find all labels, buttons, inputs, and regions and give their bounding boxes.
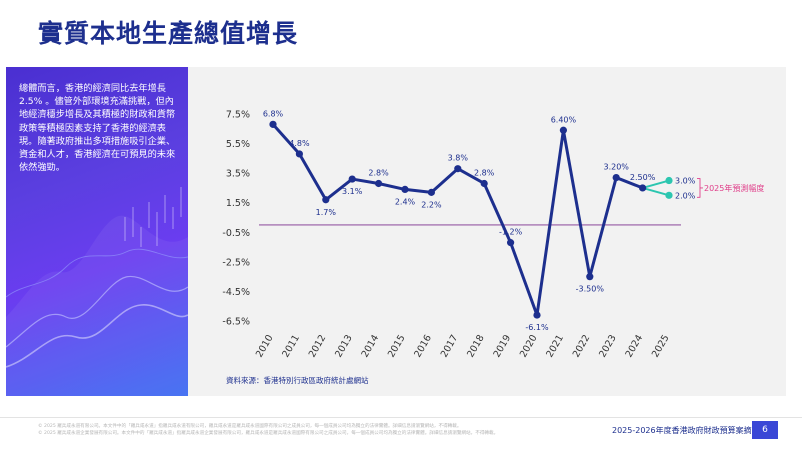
data-point bbox=[295, 150, 303, 158]
footer-divider bbox=[0, 417, 802, 418]
data-label: 2.50% bbox=[630, 173, 656, 182]
x-tick-label: 2012 bbox=[307, 333, 329, 359]
forecast-bracket bbox=[697, 178, 703, 198]
data-label: 3.1% bbox=[342, 187, 363, 196]
data-point bbox=[612, 173, 620, 182]
data-label: 4.8% bbox=[289, 139, 310, 148]
x-tick-label: 2021 bbox=[544, 333, 566, 359]
y-tick-label: -2.5% bbox=[222, 257, 250, 268]
chart-area: 7.5% 5.5% 3.5% 1.5% -0.5% -2.5% -4.5% -6.5% 2010… bbox=[188, 67, 786, 396]
data-point bbox=[586, 273, 594, 281]
data-point bbox=[375, 179, 383, 188]
y-tick-label: -6.5% bbox=[222, 317, 250, 328]
x-tick-label: 2016 bbox=[412, 333, 434, 359]
data-label: -6.1% bbox=[525, 323, 549, 332]
y-tick-label: 5.5% bbox=[226, 139, 250, 150]
data-point bbox=[454, 165, 462, 173]
data-point bbox=[559, 126, 567, 134]
data-label: 2.4% bbox=[395, 197, 416, 206]
forecast-range-label: 2025年預測幅度 bbox=[704, 183, 764, 193]
footer-title: 2025-2026年度香港政府財政預算案摘要 bbox=[612, 426, 760, 435]
forecast-line bbox=[642, 186, 670, 197]
footer-copyright-1: © 2025 羅兵咸永道有限公司。本文件中的「羅兵咸永道」指羅兵咸永道有限公司，… bbox=[38, 424, 462, 429]
page-number: 6 bbox=[752, 421, 778, 439]
x-tick-label: 2018 bbox=[465, 333, 487, 359]
data-label: 6.8% bbox=[263, 109, 284, 118]
forecast-line bbox=[642, 179, 670, 189]
x-tick-label: 2023 bbox=[597, 333, 619, 359]
data-label: 6.40% bbox=[551, 115, 577, 124]
x-tick-label: 2022 bbox=[571, 333, 593, 359]
data-label: 3.20% bbox=[603, 163, 629, 172]
y-tick-label: 7.5% bbox=[226, 110, 250, 121]
summary-panel: 總體而言，香港的經濟同比去年增長2.5% 。儘管外部環境充滿挑戰，但內地經濟穩步… bbox=[6, 67, 188, 396]
forecast-point bbox=[665, 176, 673, 185]
x-tick-label: 2017 bbox=[439, 333, 461, 359]
data-label: 1.7% bbox=[316, 208, 337, 217]
x-tick-label: 2015 bbox=[386, 333, 408, 359]
gdp-growth-chart: 7.5% 5.5% 3.5% 1.5% -0.5% -2.5% -4.5% -6.5% 2010… bbox=[222, 109, 764, 359]
y-tick-label: 1.5% bbox=[226, 198, 250, 209]
data-point bbox=[427, 188, 435, 196]
data-point bbox=[322, 196, 330, 204]
forecast-point bbox=[665, 191, 673, 199]
data-point bbox=[269, 120, 277, 128]
decorative-stock-chart bbox=[6, 187, 188, 396]
data-label: 2.8% bbox=[368, 168, 389, 177]
data-point bbox=[533, 311, 541, 319]
forecast-label: 3.0% bbox=[675, 177, 696, 186]
data-label: -1.2% bbox=[499, 228, 523, 237]
data-label: 2.8% bbox=[474, 168, 495, 177]
footer-copyright-2: © 2025 羅兵咸永道企業發展有限公司。本文件中的「羅兵咸永道」指羅兵咸永道企… bbox=[38, 431, 499, 436]
x-tick-label: 2020 bbox=[518, 333, 540, 359]
data-point bbox=[639, 184, 647, 192]
page-title: 實質本地生產總值增長 bbox=[38, 19, 299, 48]
x-tick-label: 2010 bbox=[254, 333, 276, 359]
data-point bbox=[348, 175, 356, 183]
data-label: 3.8% bbox=[448, 154, 469, 163]
x-tick-label: 2013 bbox=[333, 333, 355, 359]
y-tick-label: 3.5% bbox=[226, 169, 250, 180]
x-tick-label: 2019 bbox=[492, 333, 514, 359]
x-tick-label: 2024 bbox=[624, 333, 646, 359]
y-tick-label: -4.5% bbox=[222, 287, 250, 298]
data-point bbox=[401, 185, 409, 194]
x-tick-label: 2025 bbox=[650, 333, 672, 359]
source-note: 資料來源：香港特別行政區政府統計處網站 bbox=[226, 376, 369, 385]
x-tick-label: 2014 bbox=[360, 333, 382, 359]
data-label: 2.2% bbox=[421, 200, 442, 209]
data-point bbox=[507, 239, 515, 247]
x-tick-label: 2011 bbox=[280, 333, 302, 359]
summary-text: 總體而言，香港的經濟同比去年增長2.5% 。儘管外部環境充滿挑戰，但內地經濟穩步… bbox=[19, 83, 176, 174]
forecast-label: 2.0% bbox=[675, 191, 696, 200]
data-point bbox=[480, 179, 488, 188]
data-label: -3.50% bbox=[576, 285, 605, 294]
y-tick-label: -0.5% bbox=[222, 228, 250, 239]
